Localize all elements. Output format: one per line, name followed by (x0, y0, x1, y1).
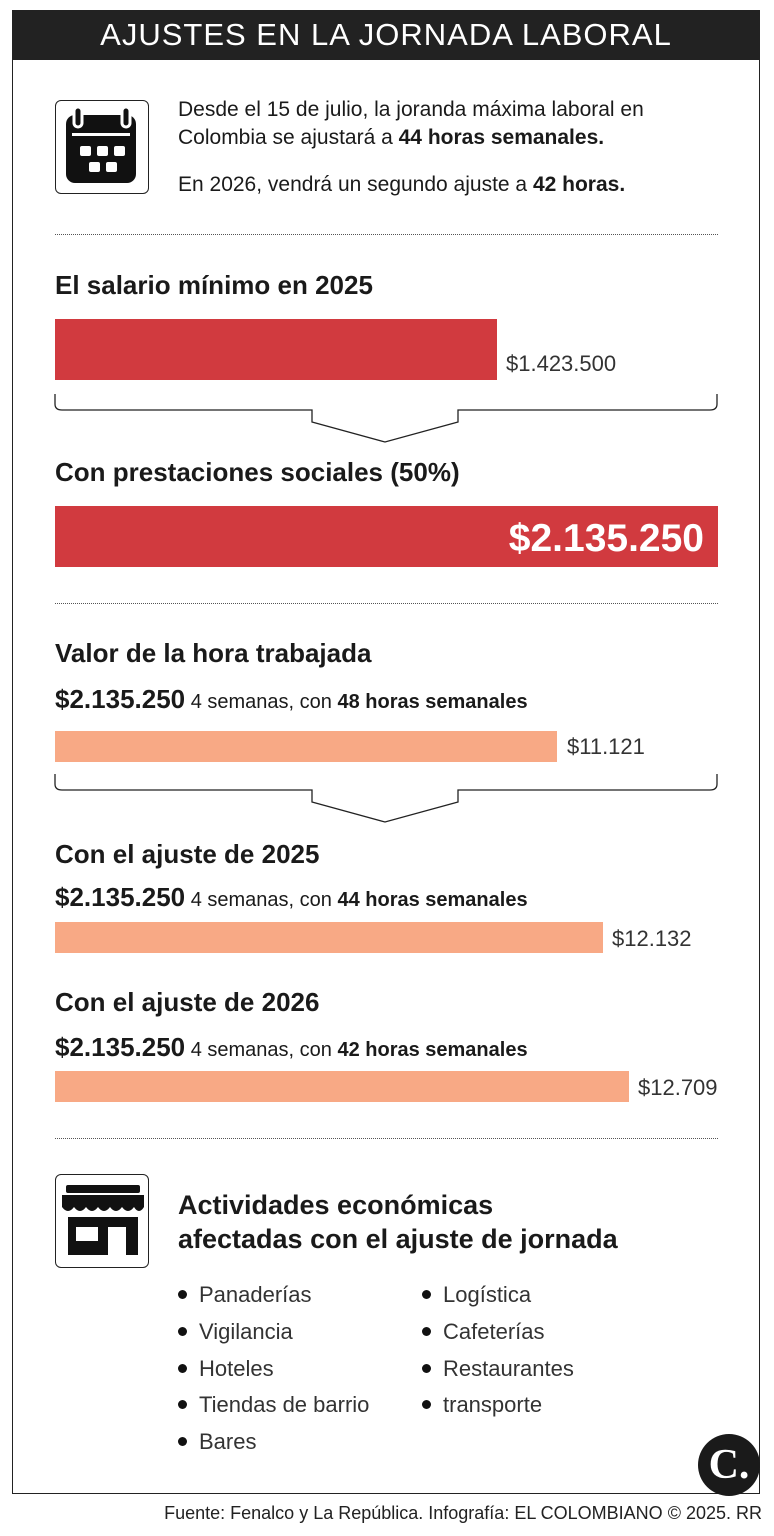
intro-text-2: En 2026, vendrá un segundo ajuste a 42 h… (178, 173, 626, 196)
store-icon (55, 1174, 149, 1268)
divider (55, 603, 718, 604)
hourly-value-48: $11.121 (567, 734, 645, 759)
list-item: Cafeterías (422, 1319, 545, 1345)
salary-bar (55, 319, 497, 380)
list-item: transporte (422, 1392, 542, 1418)
hourly-subtitle-44: $2.135.250 4 semanas, con 44 horas seman… (55, 882, 528, 912)
adjust-2026-heading: Con el ajuste de 2026 (55, 987, 320, 1017)
list-item: Vigilancia (178, 1319, 293, 1345)
list-item: Tiendas de barrio (178, 1392, 369, 1418)
divider (55, 234, 718, 235)
hourly-bar-44 (55, 922, 603, 953)
list-item: Restaurantes (422, 1356, 574, 1382)
benefits-heading: Con prestaciones sociales (50%) (55, 457, 460, 487)
list-item: Hoteles (178, 1356, 274, 1382)
benefits-bar (55, 506, 718, 567)
hourly-heading: Valor de la hora trabajada (55, 638, 372, 668)
calendar-icon (55, 100, 149, 194)
activities-title: Actividades económicas afectadas con el … (178, 1190, 618, 1254)
hourly-value-42: $12.709 (638, 1075, 718, 1100)
salary-value-label: $1.423.500 (506, 351, 617, 376)
el-colombiano-logo: C. (698, 1434, 760, 1496)
hourly-subtitle-42: $2.135.250 4 semanas, con 42 horas seman… (55, 1032, 528, 1062)
hourly-subtitle-48: $2.135.250 4 semanas, con 48 horas seman… (55, 684, 528, 714)
salary-heading: El salario mínimo en 2025 (55, 270, 373, 300)
adjust-2025-heading: Con el ajuste de 2025 (55, 839, 320, 869)
source-credit: Fuente: Fenalco y La República. Infograf… (164, 1503, 762, 1523)
list-item: Bares (178, 1429, 256, 1455)
bracket-arrow-2 (54, 774, 718, 823)
page-title: AJUSTES EN LA JORNADA LABORAL (12, 10, 760, 60)
hourly-bar-42 (55, 1071, 629, 1102)
hourly-value-44: $12.132 (612, 926, 692, 951)
divider (55, 1138, 718, 1139)
list-item: Logística (422, 1282, 531, 1308)
benefits-value-label: $2.135.250 (508, 517, 704, 560)
hourly-bar-48 (55, 731, 558, 762)
intro-text-1: Desde el 15 de julio, la joranda máxima … (178, 98, 644, 149)
bracket-arrow-1 (54, 394, 718, 443)
list-item: Panaderías (178, 1282, 312, 1308)
